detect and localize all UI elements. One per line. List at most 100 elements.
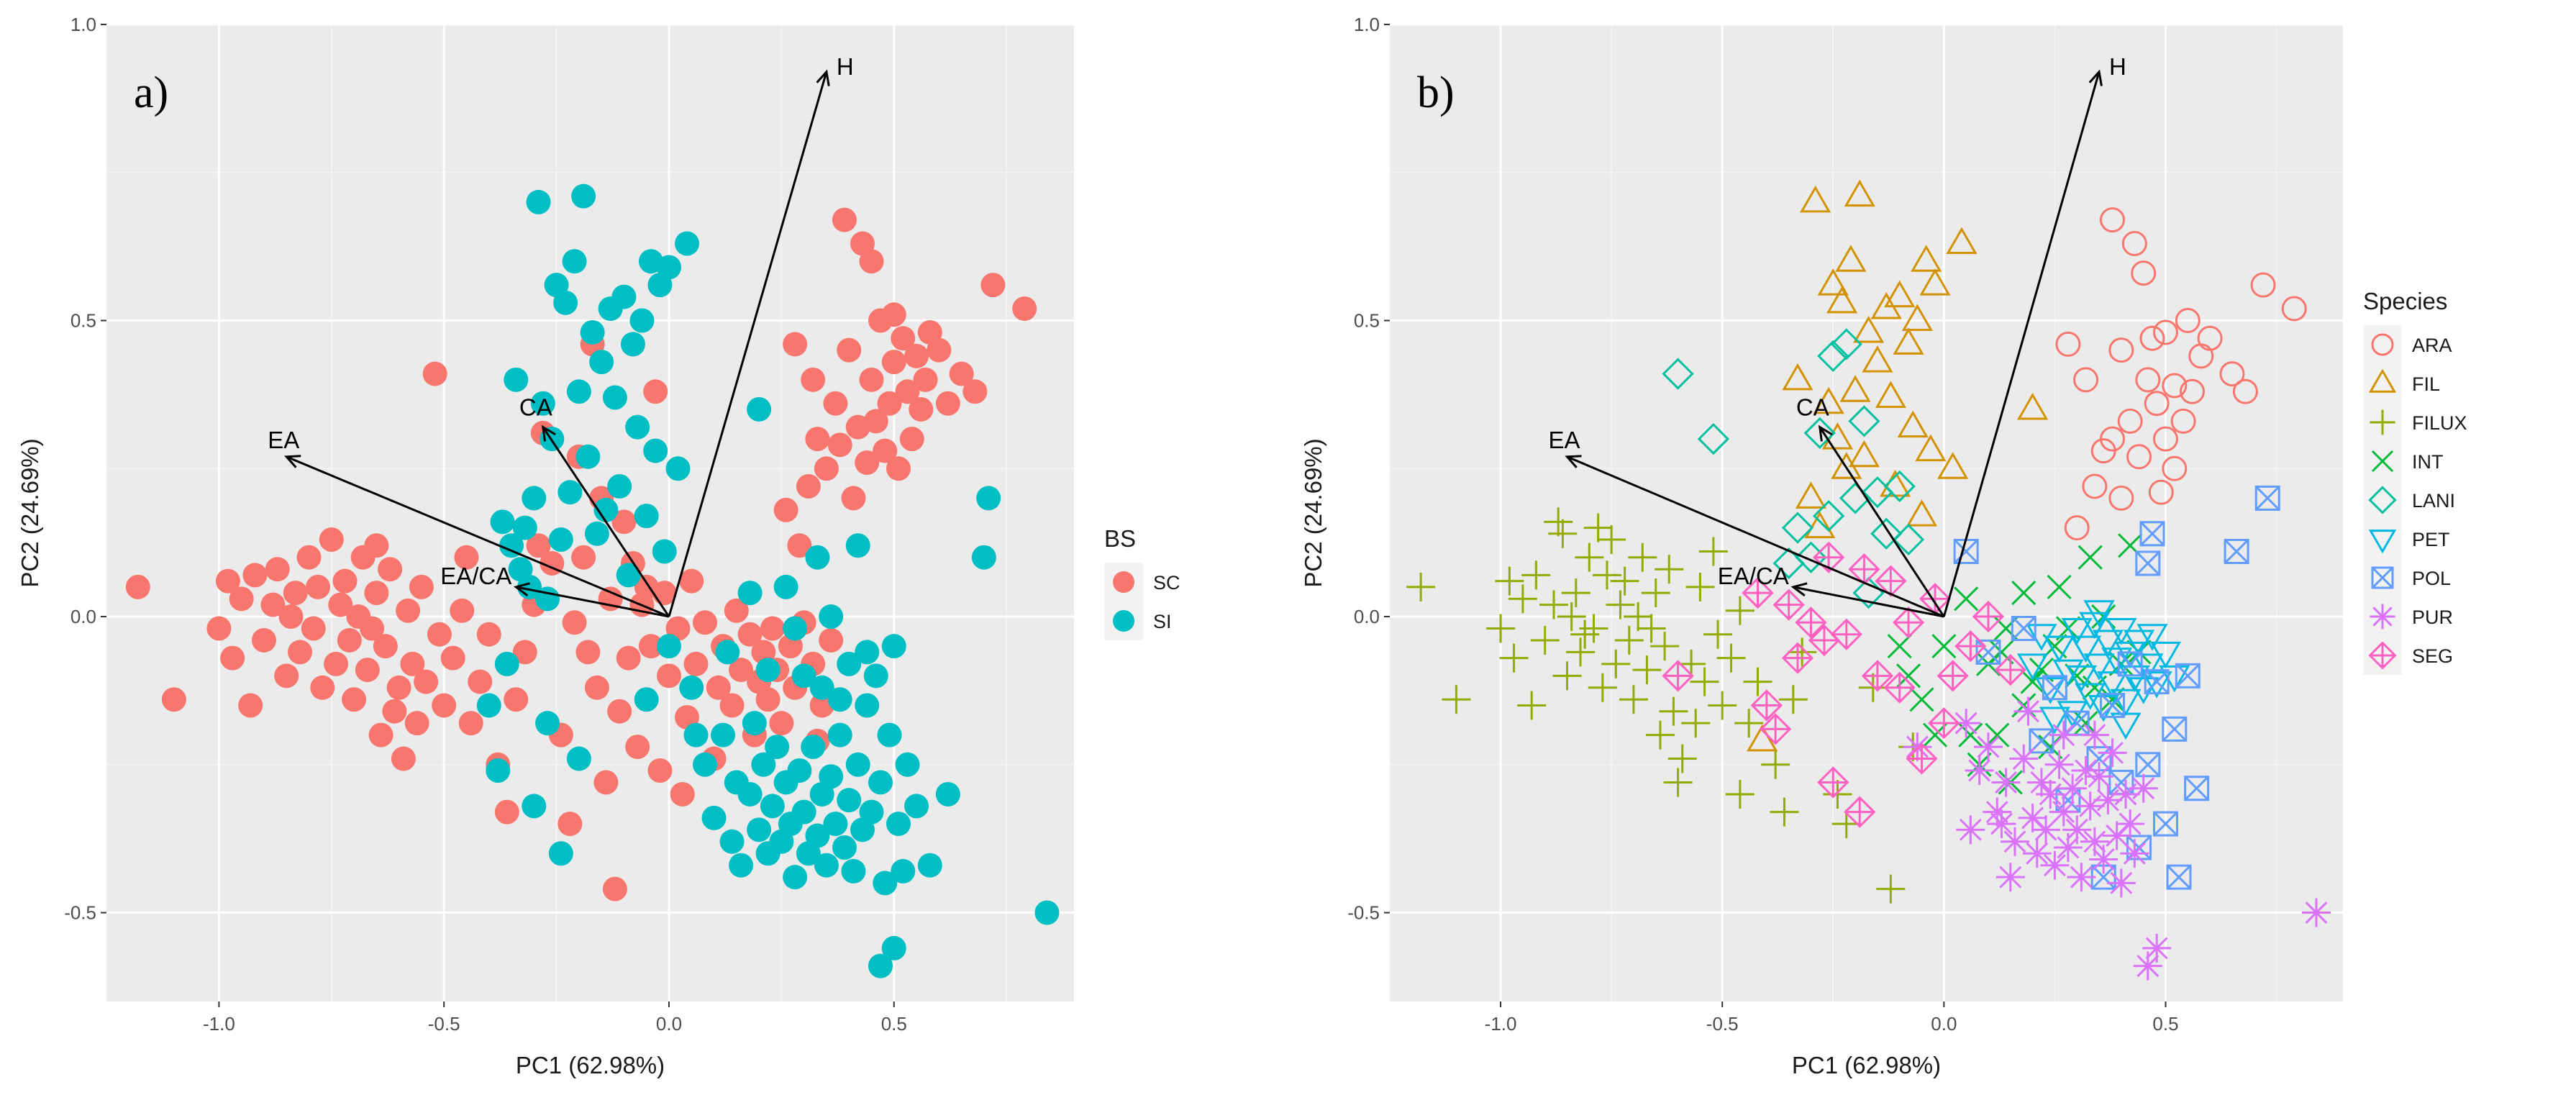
point-sc xyxy=(125,574,150,599)
point-fil xyxy=(1817,268,1849,296)
legend: Species ARA FIL FILUX INT LANI PET POL PUR SEG xyxy=(2363,288,2467,675)
point-lani xyxy=(1772,547,1805,580)
data-points xyxy=(125,183,1060,978)
point-seg xyxy=(1760,713,1792,745)
point-sc xyxy=(215,568,240,594)
point-ara xyxy=(2055,331,2081,357)
point-sc xyxy=(414,669,439,694)
point-si xyxy=(486,758,511,783)
point-si xyxy=(499,533,524,558)
point-sc xyxy=(571,545,596,570)
point-pol xyxy=(2100,692,2126,718)
point-si xyxy=(729,853,754,878)
point-ara xyxy=(2121,231,2147,257)
arrow-label-ea: EA xyxy=(1548,427,1580,453)
point-si xyxy=(602,385,627,410)
point-sc xyxy=(693,610,718,635)
x-tick-label: -0.5 xyxy=(1706,1013,1739,1035)
point-pur xyxy=(2031,815,2061,845)
point-pet xyxy=(2141,671,2172,699)
point-si xyxy=(868,770,893,795)
point-si xyxy=(868,953,893,978)
point-filux xyxy=(1499,643,1529,673)
arrow-ea xyxy=(1566,455,1944,618)
point-filux xyxy=(1637,614,1666,643)
legend-label-fil: FIL xyxy=(2412,373,2440,395)
point-si xyxy=(1034,900,1060,925)
point-filux xyxy=(1876,874,1906,904)
point-si xyxy=(873,871,898,896)
point-si xyxy=(701,805,727,830)
arrow-head xyxy=(513,582,531,597)
point-int xyxy=(1931,634,1957,659)
point-si xyxy=(634,687,659,712)
point-fil xyxy=(1795,481,1827,509)
point-si xyxy=(855,640,880,665)
point-pur xyxy=(2116,809,2145,839)
x-tick-label: 0.0 xyxy=(1931,1013,1957,1035)
point-filux xyxy=(1588,673,1617,702)
point-pol xyxy=(2152,811,2178,837)
point-pur xyxy=(2044,750,2074,779)
arrow-head xyxy=(284,455,301,468)
series-ara xyxy=(2055,207,2307,541)
point-pur xyxy=(2040,850,2070,880)
point-si xyxy=(629,308,655,333)
point-ara xyxy=(2082,473,2108,499)
point-si xyxy=(593,497,619,522)
point-pur xyxy=(2049,797,2078,827)
arrow-ca xyxy=(542,426,670,617)
point-si xyxy=(787,758,812,783)
panel-tag: a) xyxy=(134,68,168,117)
point-filux xyxy=(1628,542,1657,572)
point-filux xyxy=(1632,655,1662,685)
point-sc xyxy=(837,337,862,363)
point-pur xyxy=(2036,779,2065,809)
point-si xyxy=(557,480,583,505)
point-si xyxy=(522,794,547,819)
point-sc xyxy=(909,396,934,422)
arrow-ca xyxy=(1819,426,1945,617)
legend-key-pur xyxy=(2370,604,2395,630)
x-tick-label: 0.5 xyxy=(881,1013,907,1035)
point-sc xyxy=(881,302,906,327)
point-ara xyxy=(2108,485,2134,511)
legend-title: BS xyxy=(1104,525,1136,552)
point-fil xyxy=(1875,381,1906,409)
point-int xyxy=(1909,687,1934,712)
point-pur xyxy=(1987,809,2016,839)
point-si xyxy=(832,835,857,860)
point-pur xyxy=(2018,803,2047,832)
point-pur xyxy=(1965,756,1994,786)
point-pur xyxy=(2098,738,2127,768)
point-filux xyxy=(1650,632,1680,661)
point-lani xyxy=(1662,358,1694,390)
point-seg xyxy=(1994,653,2026,686)
point-fil xyxy=(1848,440,1880,468)
point-sc xyxy=(773,497,798,522)
point-sc xyxy=(378,557,403,582)
point-seg xyxy=(1861,660,1894,692)
arrow-label-ea-ca: EA/CA xyxy=(440,563,511,589)
point-filux xyxy=(1641,578,1670,608)
point-si xyxy=(620,332,645,357)
legend-label-pol: POL xyxy=(2412,568,2451,589)
point-pet xyxy=(2101,648,2133,675)
point-ara xyxy=(2162,455,2188,481)
point-sc xyxy=(801,367,826,392)
point-sc xyxy=(440,645,465,671)
point-sc xyxy=(881,350,906,375)
point-sc xyxy=(562,610,587,635)
y-tick-label: 0.0 xyxy=(1354,606,1380,627)
point-seg xyxy=(1772,589,1805,621)
arrow-label-ca: CA xyxy=(1796,394,1829,421)
point-sc xyxy=(575,640,601,665)
arrow-label-ea: EA xyxy=(268,427,299,453)
y-tick-label: -0.5 xyxy=(1347,902,1380,924)
point-pur xyxy=(1983,797,2012,827)
legend-key-int xyxy=(2371,450,2394,473)
point-si xyxy=(656,255,681,280)
point-sc xyxy=(404,711,429,736)
point-si xyxy=(625,414,650,440)
point-filux xyxy=(1690,667,1719,696)
